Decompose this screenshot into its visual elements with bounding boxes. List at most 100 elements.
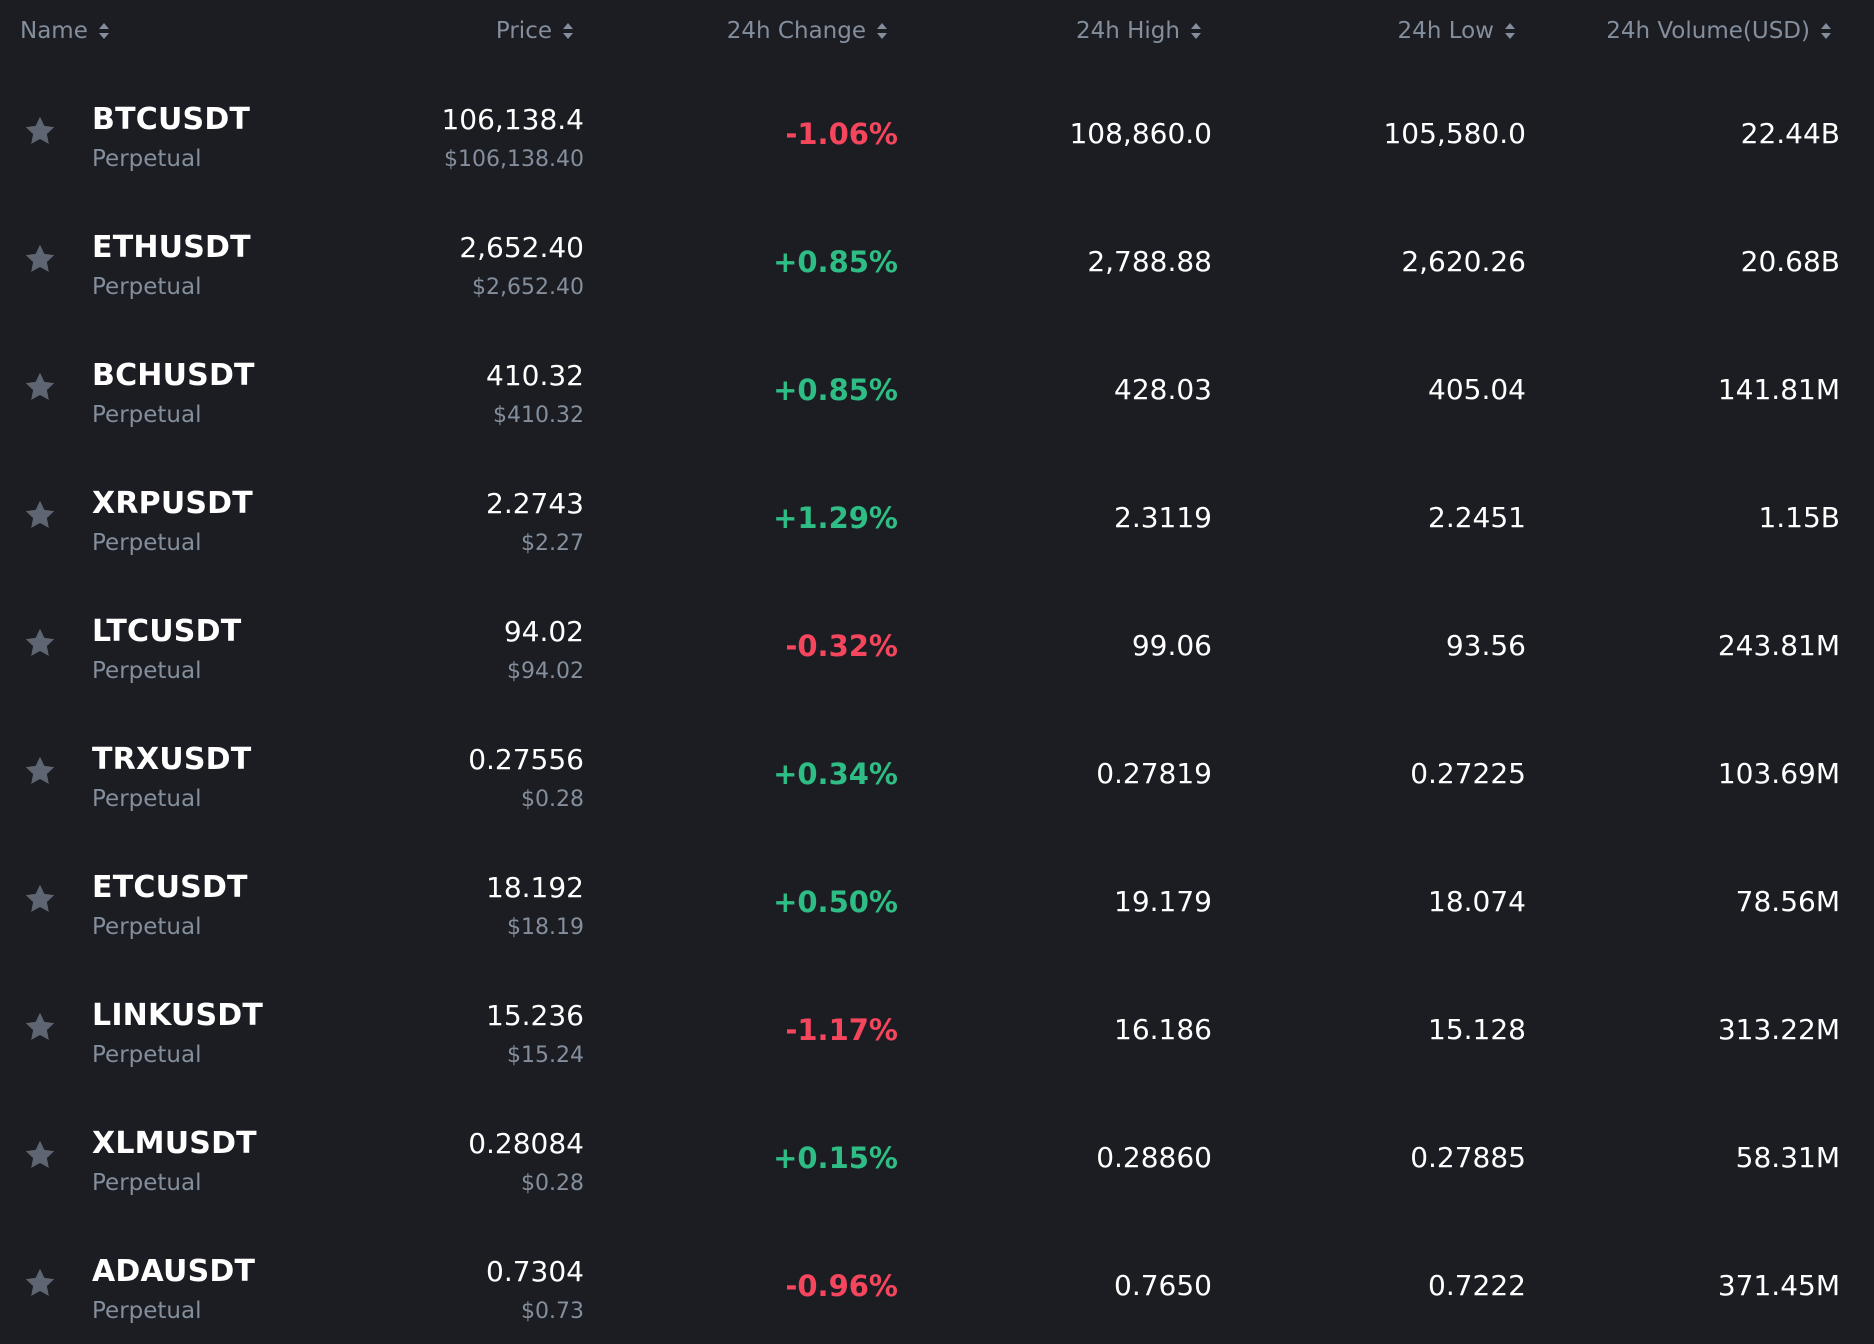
- high-24h: 16.186: [1114, 1013, 1212, 1046]
- high-24h: 2.3119: [1114, 501, 1212, 534]
- table-row[interactable]: XLMUSDT Perpetual 0.28084 $0.28 +0.15% 0…: [0, 1086, 1874, 1214]
- sort-icon: [1190, 20, 1202, 42]
- symbol[interactable]: LINKUSDT: [92, 998, 264, 1033]
- low-24h: 0.7222: [1428, 1269, 1526, 1302]
- low-24h: 405.04: [1428, 373, 1526, 406]
- high-24h: 0.27819: [1096, 757, 1212, 790]
- change-24h: -1.06%: [785, 117, 898, 151]
- star-icon[interactable]: [22, 1137, 58, 1173]
- high-24h: 428.03: [1114, 373, 1212, 406]
- sort-icon: [1820, 20, 1832, 42]
- low-24h: 0.27225: [1410, 757, 1526, 790]
- sort-by-volume[interactable]: 24h Volume(USD): [1606, 16, 1832, 46]
- contract-type: Perpetual: [92, 786, 202, 812]
- contract-type: Perpetual: [92, 1170, 202, 1196]
- sort-by-high[interactable]: 24h High: [1076, 16, 1202, 46]
- table-row[interactable]: BCHUSDT Perpetual 410.32 $410.32 +0.85% …: [0, 318, 1874, 446]
- star-icon[interactable]: [22, 753, 58, 789]
- volume-24h: 20.68B: [1740, 245, 1840, 278]
- last-price: 0.28084: [468, 1127, 584, 1160]
- high-24h: 99.06: [1131, 629, 1212, 662]
- symbol[interactable]: BCHUSDT: [92, 358, 255, 393]
- low-24h: 105,580.0: [1383, 117, 1526, 150]
- contract-type: Perpetual: [92, 402, 202, 428]
- sort-icon: [876, 20, 888, 42]
- last-price: 94.02: [503, 615, 584, 648]
- column-volume-label: 24h Volume(USD): [1606, 18, 1810, 44]
- price-usd: $2,652.40: [472, 275, 584, 300]
- volume-24h: 371.45M: [1717, 1269, 1840, 1302]
- table-row[interactable]: LTCUSDT Perpetual 94.02 $94.02 -0.32% 99…: [0, 574, 1874, 702]
- change-24h: +0.50%: [773, 885, 898, 919]
- table-row[interactable]: ADAUSDT Perpetual 0.7304 $0.73 -0.96% 0.…: [0, 1214, 1874, 1342]
- volume-24h: 243.81M: [1717, 629, 1840, 662]
- star-icon[interactable]: [22, 1265, 58, 1301]
- volume-24h: 141.81M: [1717, 373, 1840, 406]
- table-row[interactable]: ETHUSDT Perpetual 2,652.40 $2,652.40 +0.…: [0, 190, 1874, 318]
- star-icon[interactable]: [22, 1009, 58, 1045]
- change-24h: +0.85%: [773, 245, 898, 279]
- contract-type: Perpetual: [92, 658, 202, 684]
- low-24h: 2.2451: [1428, 501, 1526, 534]
- high-24h: 0.7650: [1114, 1269, 1212, 1302]
- last-price: 2,652.40: [459, 231, 584, 264]
- table-body: BTCUSDT Perpetual 106,138.4 $106,138.40 …: [0, 62, 1874, 1342]
- star-icon[interactable]: [22, 113, 58, 149]
- price-usd: $15.24: [507, 1043, 584, 1068]
- column-change-label: 24h Change: [726, 18, 866, 44]
- symbol[interactable]: ETHUSDT: [92, 230, 251, 265]
- change-24h: -0.96%: [785, 1269, 898, 1303]
- price-usd: $410.32: [493, 403, 584, 428]
- sort-icon: [1504, 20, 1516, 42]
- contract-type: Perpetual: [92, 1042, 202, 1068]
- column-low-label: 24h Low: [1397, 18, 1494, 44]
- low-24h: 93.56: [1445, 629, 1526, 662]
- symbol[interactable]: ADAUSDT: [92, 1254, 256, 1289]
- star-icon[interactable]: [22, 241, 58, 277]
- column-high-label: 24h High: [1075, 18, 1180, 44]
- volume-24h: 313.22M: [1717, 1013, 1840, 1046]
- table-row[interactable]: BTCUSDT Perpetual 106,138.4 $106,138.40 …: [0, 62, 1874, 190]
- table-row[interactable]: XRPUSDT Perpetual 2.2743 $2.27 +1.29% 2.…: [0, 446, 1874, 574]
- symbol[interactable]: TRXUSDT: [92, 742, 252, 777]
- table-row[interactable]: LINKUSDT Perpetual 15.236 $15.24 -1.17% …: [0, 958, 1874, 1086]
- last-price: 18.192: [486, 871, 584, 904]
- price-usd: $0.73: [521, 1299, 584, 1324]
- sort-by-change[interactable]: 24h Change: [727, 16, 888, 46]
- star-icon[interactable]: [22, 369, 58, 405]
- contract-type: Perpetual: [92, 1298, 202, 1324]
- sort-by-low[interactable]: 24h Low: [1398, 16, 1516, 46]
- contract-type: Perpetual: [92, 914, 202, 940]
- symbol[interactable]: XRPUSDT: [92, 486, 253, 521]
- sort-by-name[interactable]: Name: [20, 16, 110, 46]
- last-price: 0.7304: [486, 1255, 584, 1288]
- star-icon[interactable]: [22, 497, 58, 533]
- star-icon[interactable]: [22, 625, 58, 661]
- contract-type: Perpetual: [92, 530, 202, 556]
- price-usd: $0.28: [521, 1171, 584, 1196]
- high-24h: 108,860.0: [1069, 117, 1212, 150]
- table-row[interactable]: ETCUSDT Perpetual 18.192 $18.19 +0.50% 1…: [0, 830, 1874, 958]
- high-24h: 2,788.88: [1087, 245, 1212, 278]
- symbol[interactable]: LTCUSDT: [92, 614, 242, 649]
- column-price-label: Price: [495, 18, 552, 44]
- price-usd: $94.02: [507, 659, 584, 684]
- symbol[interactable]: BTCUSDT: [92, 102, 251, 137]
- sort-by-price[interactable]: Price: [496, 16, 574, 46]
- table-row[interactable]: TRXUSDT Perpetual 0.27556 $0.28 +0.34% 0…: [0, 702, 1874, 830]
- contract-type: Perpetual: [92, 146, 202, 172]
- low-24h: 18.074: [1428, 885, 1526, 918]
- low-24h: 0.27885: [1410, 1141, 1526, 1174]
- price-usd: $2.27: [521, 531, 584, 556]
- change-24h: -0.32%: [785, 629, 898, 663]
- symbol[interactable]: ETCUSDT: [92, 870, 248, 905]
- column-name-label: Name: [20, 18, 88, 44]
- last-price: 0.27556: [468, 743, 584, 776]
- star-icon[interactable]: [22, 881, 58, 917]
- last-price: 410.32: [486, 359, 584, 392]
- high-24h: 0.28860: [1096, 1141, 1212, 1174]
- symbol[interactable]: XLMUSDT: [92, 1126, 257, 1161]
- last-price: 106,138.4: [441, 103, 584, 136]
- price-usd: $106,138.40: [444, 147, 584, 172]
